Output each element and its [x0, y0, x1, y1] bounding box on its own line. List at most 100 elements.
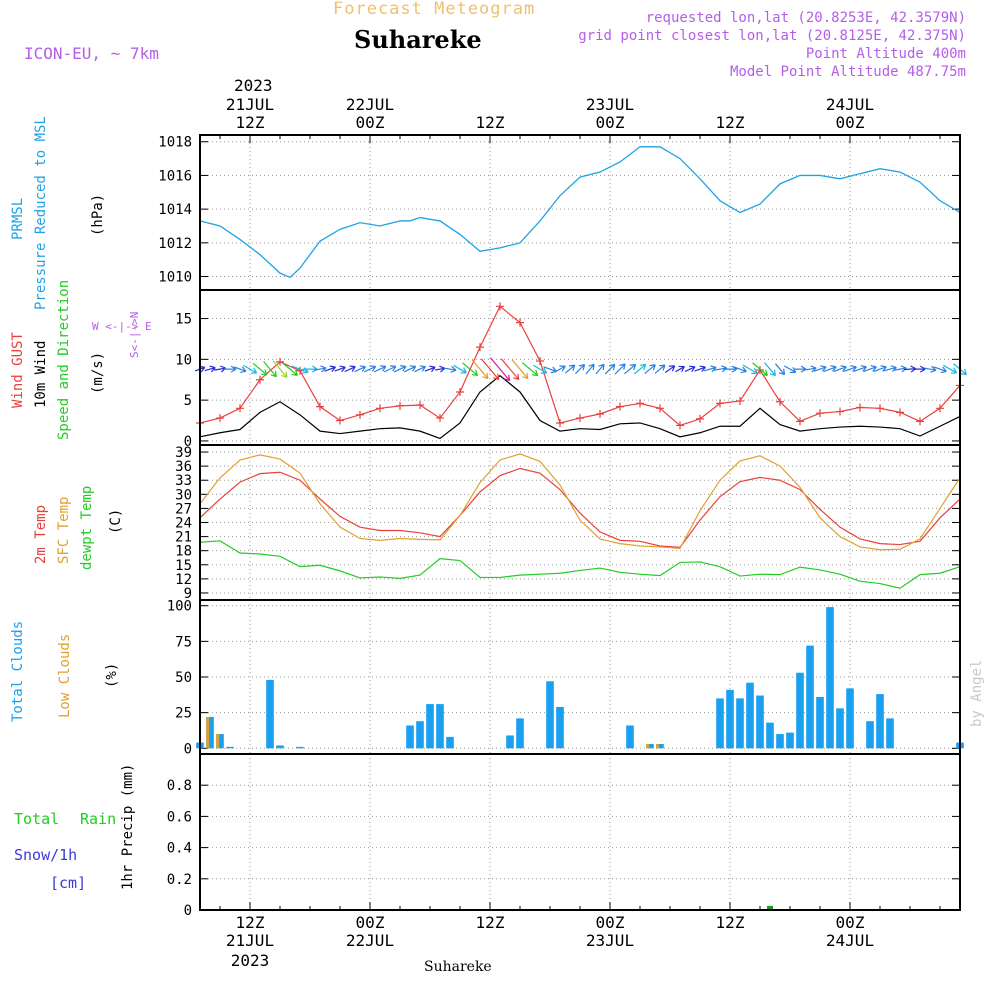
top-date-label: 22JUL	[346, 95, 394, 114]
total-cloud-bar	[436, 704, 444, 749]
wind-arrow	[243, 364, 258, 374]
total-rain-label-rain: Rain	[80, 810, 117, 828]
y-tick-label: 12	[175, 572, 192, 588]
wind-arrow	[282, 362, 298, 376]
wind-arrow	[644, 364, 656, 375]
y-tick-label: 1010	[158, 270, 192, 286]
bottom-year-label: 2023	[231, 951, 270, 970]
gust-marker	[416, 401, 424, 410]
total-cloud-bar	[836, 708, 844, 749]
y-tick-label: 33	[175, 473, 192, 489]
t2m-label: 2m Temp	[33, 504, 49, 564]
wind-arrow	[373, 365, 387, 373]
bottom-date-label: 23JUL	[586, 931, 634, 950]
gust-marker	[796, 417, 804, 426]
wind-arrow	[823, 365, 837, 372]
wind-arrow	[733, 366, 747, 374]
y-tick-label: 21	[175, 530, 192, 546]
wind-arrow	[684, 365, 696, 372]
bottom-time-label: 12Z	[716, 913, 745, 932]
gust-marker	[576, 414, 584, 423]
y-tick-label: 0	[184, 903, 192, 919]
precip-unit-label: 1hr Precip (mm)	[120, 763, 136, 890]
y-tick-label: 0.8	[167, 778, 192, 794]
low-cloud-bar	[206, 716, 210, 749]
bottom-time-label: 12Z	[236, 913, 265, 932]
top-date-label: 23JUL	[586, 95, 634, 114]
total-cloud-bar	[776, 734, 784, 749]
total-cloud-bar	[506, 735, 514, 749]
wind-arrow	[334, 365, 346, 373]
y-tick-label: 24	[175, 516, 192, 532]
y-tick-label: 18	[175, 544, 192, 560]
y-tick-label: 10	[175, 352, 192, 368]
wind-arrow	[752, 362, 768, 376]
snow-cm-label: [cm]	[50, 874, 87, 892]
total-cloud-bar	[426, 704, 434, 749]
total-cloud-bar	[276, 745, 284, 749]
wind-arrow	[904, 365, 917, 373]
total-cloud-bar	[886, 718, 894, 749]
dewpt-line	[199, 540, 961, 589]
hpa-unit-label: (hPa)	[90, 193, 106, 236]
y-tick-label: 36	[175, 459, 192, 475]
wind-arrow	[803, 365, 817, 373]
forecast-meteogram-title: Forecast Meteogram	[333, 0, 536, 19]
y-tick-label: 15	[175, 312, 192, 328]
wind-arrow	[291, 365, 309, 374]
y-tick-label: 39	[175, 445, 192, 461]
gust-marker	[396, 401, 404, 410]
wind-gust-label: Wind GUST	[10, 332, 26, 408]
total-rain-label-total: Total	[14, 810, 60, 828]
wind-arrow	[595, 363, 605, 375]
y-tick-label: 0.2	[167, 872, 192, 888]
wind-arrow	[873, 365, 887, 372]
wind-arrow	[585, 363, 595, 375]
total-cloud-bar	[806, 645, 814, 749]
gust-marker	[856, 403, 864, 412]
top-time-label: 00Z	[836, 113, 865, 132]
total-cloud-bar	[786, 732, 794, 749]
gust-marker	[516, 318, 524, 327]
wind-arrow	[204, 365, 216, 373]
total-cloud-bar	[626, 725, 634, 749]
pressure-line	[199, 146, 961, 279]
wind-arrow	[511, 359, 529, 380]
bottom-time-label: 00Z	[356, 913, 385, 932]
prmsl-long-label: Pressure Reduced to MSL	[33, 116, 49, 310]
gust-marker	[316, 402, 324, 411]
ms-unit-label: (m/s)	[90, 351, 106, 394]
wind-arrow	[833, 365, 847, 372]
total-cloud-bar	[826, 607, 834, 749]
y-tick-label: 25	[175, 706, 192, 722]
wind-arrow	[313, 365, 327, 373]
wind-arrow	[521, 362, 539, 377]
total-cloud-bar	[766, 722, 774, 749]
gust-marker	[436, 414, 444, 423]
watermark: by Angel	[969, 659, 985, 727]
place-title: Suhareke	[354, 25, 482, 54]
top-time-label: 00Z	[356, 113, 385, 132]
wind-arrow	[480, 358, 500, 381]
total-clouds-label: Total Clouds	[10, 620, 26, 722]
point-altitude: Point Altitude 400m	[805, 46, 966, 62]
wind-arrow	[344, 365, 356, 373]
wind-arrow	[664, 365, 676, 373]
wind-arrow	[554, 365, 566, 373]
gust-marker	[716, 399, 724, 408]
wind-arrow	[435, 365, 446, 373]
wind-arrow	[943, 364, 958, 374]
wind-arrow	[933, 366, 947, 374]
wind-arrow	[424, 365, 436, 373]
wind-arrow	[263, 361, 277, 378]
y-tick-label: 1014	[158, 202, 192, 218]
gust-marker	[676, 421, 684, 430]
wind-arrow	[843, 365, 857, 373]
total-cloud-bar	[446, 736, 454, 749]
wind-arrow	[703, 365, 717, 373]
y-tick-label: 100	[167, 599, 192, 615]
gust-marker	[916, 417, 924, 426]
pct-unit-label: (%)	[104, 662, 120, 688]
compass-we-label: W <-|-> E	[92, 320, 152, 333]
total-cloud-bar	[296, 746, 304, 749]
